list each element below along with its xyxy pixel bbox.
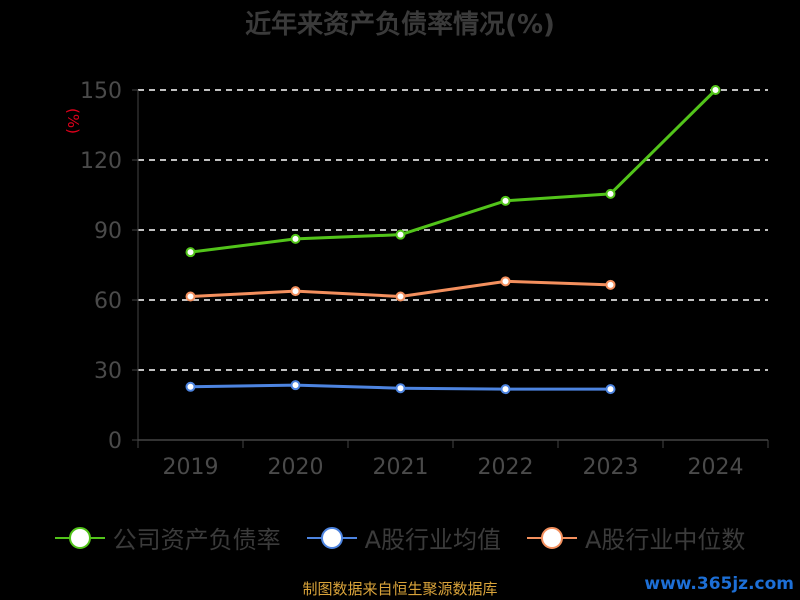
- legend-swatch-icon: [54, 525, 105, 551]
- chart-title: 近年来资产负债率情况(%): [245, 10, 555, 40]
- x-tick-label: 2024: [688, 455, 744, 480]
- y-tick-label: 30: [94, 359, 122, 384]
- data-point: [605, 384, 616, 395]
- data-point: [395, 383, 406, 394]
- data-point: [185, 381, 196, 392]
- x-tick-label: 2021: [373, 455, 429, 480]
- chart-legend: 公司资产负债率 A股行业均值 A股行业中位数: [0, 520, 800, 555]
- data-point: [290, 286, 301, 297]
- legend-swatch-icon: [306, 525, 357, 551]
- y-tick-label: 0: [108, 429, 122, 454]
- legend-label: A股行业中位数: [585, 526, 746, 554]
- legend-label: A股行业均值: [364, 526, 501, 554]
- data-point: [500, 384, 511, 395]
- legend-item-company[interactable]: 公司资产负债率: [54, 520, 281, 555]
- data-point: [290, 380, 301, 391]
- data-point: [290, 233, 301, 244]
- data-source-note: 制图数据来自恒生聚源数据库: [302, 580, 498, 598]
- data-point: [185, 247, 196, 258]
- data-point: [500, 195, 511, 206]
- y-tick-label: 60: [94, 289, 122, 314]
- legend-item-industry-median[interactable]: A股行业中位数: [527, 520, 745, 555]
- y-tick-label: 120: [80, 149, 122, 174]
- data-point: [395, 291, 406, 302]
- legend-swatch-icon: [527, 525, 577, 551]
- y-tick-label: 90: [94, 219, 122, 244]
- data-point: [710, 85, 721, 95]
- x-tick-label: 2022: [478, 455, 534, 480]
- y-tick-label: 150: [80, 79, 122, 104]
- data-point: [605, 279, 616, 290]
- legend-label: 公司资产负债率: [112, 526, 281, 554]
- watermark-logo: www.365jz.com: [644, 574, 794, 594]
- legend-item-industry-mean[interactable]: A股行业均值: [306, 520, 501, 555]
- x-tick-label: 2023: [583, 455, 639, 480]
- data-point: [500, 276, 511, 287]
- data-point: [395, 229, 406, 240]
- data-point: [185, 291, 196, 302]
- x-tick-label: 2019: [163, 455, 219, 480]
- series-line-0: [190, 88, 717, 254]
- x-tick-label: 2020: [268, 455, 324, 480]
- data-point: [605, 188, 616, 199]
